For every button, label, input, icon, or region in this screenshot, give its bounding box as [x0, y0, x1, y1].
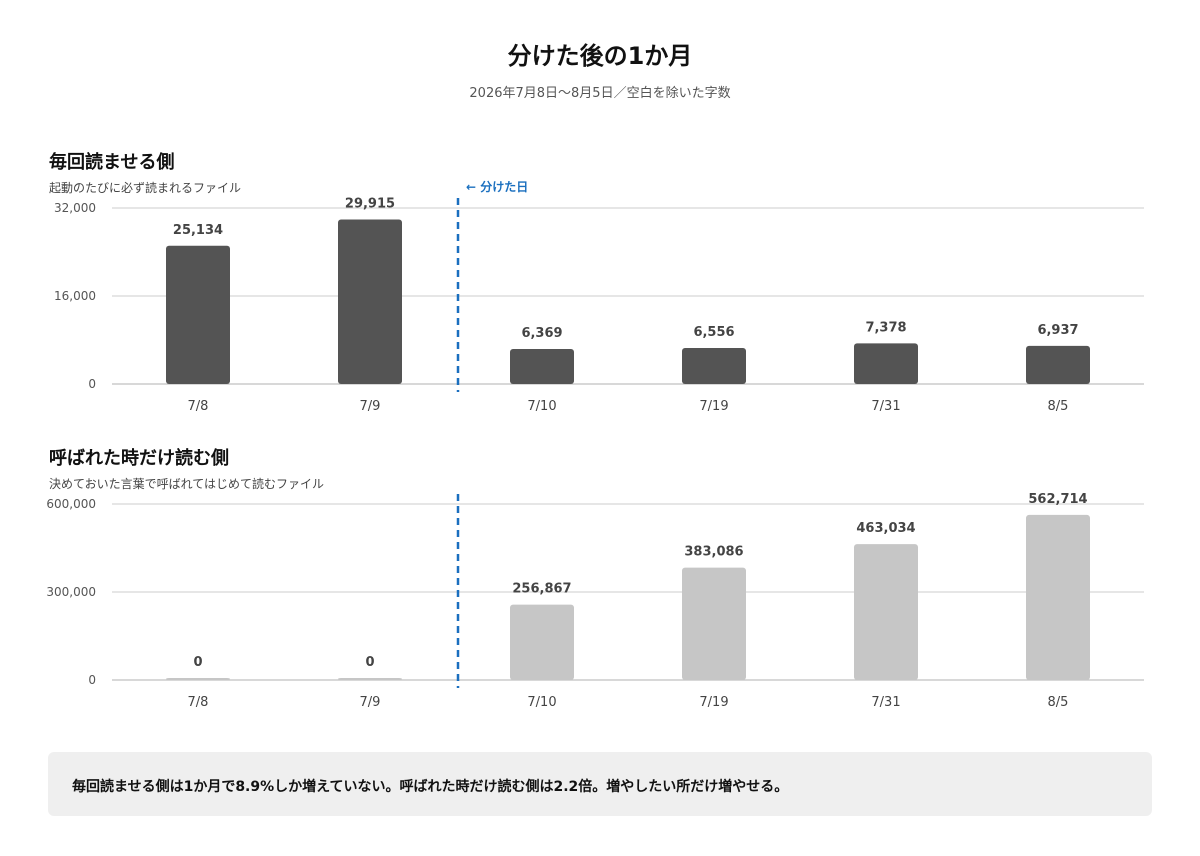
- on-demand-bar: [854, 544, 918, 680]
- always-value-label: 7,378: [865, 320, 906, 335]
- summary-text: 毎回読ませる側は1か月で8.9%しか増えていない。呼ばれた時だけ読む側は2.2倍…: [72, 779, 789, 795]
- always-y-tick-label: 16,000: [54, 289, 96, 303]
- on-demand-x-tick-label: 7/8: [188, 695, 209, 710]
- chart-always-title: 毎回読ませる側: [49, 152, 175, 173]
- split-marker-label: ← 分けた日: [466, 179, 528, 194]
- always-x-tick-label: 7/10: [527, 399, 556, 414]
- always-x-tick-label: 7/8: [188, 399, 209, 414]
- always-value-label: 29,915: [345, 196, 395, 211]
- always-bar: [510, 348, 574, 384]
- always-x-tick-label: 7/19: [699, 399, 728, 414]
- on-demand-x-tick-label: 7/10: [527, 695, 556, 710]
- bar-charts: 0 16,000 32,000 25,134 7/8 29,915 7/9 6,369 7/10…: [46, 179, 1144, 710]
- always-x-tick-label: 8/5: [1048, 399, 1069, 414]
- chart-on-demand-subtitle: 決めておいた言葉で呼ばれてはじめて読むファイル: [49, 477, 325, 491]
- on-demand-x-tick-label: 7/19: [699, 695, 728, 710]
- on-demand-x-tick-label: 7/31: [871, 695, 900, 710]
- on-demand-value-label: 463,034: [856, 521, 915, 536]
- always-value-label: 25,134: [173, 223, 223, 238]
- always-bar: [1026, 345, 1090, 384]
- always-y-tick-label: 0: [88, 377, 96, 391]
- on-demand-bar: [682, 567, 746, 680]
- always-value-label: 6,937: [1037, 323, 1078, 338]
- always-value-label: 6,369: [521, 326, 562, 341]
- always-x-tick-label: 7/31: [871, 399, 900, 414]
- always-y-tick-label: 32,000: [54, 201, 96, 215]
- always-bar: [682, 347, 746, 384]
- always-bar: [338, 219, 402, 384]
- on-demand-y-tick-label: 600,000: [46, 497, 96, 511]
- on-demand-bar: [338, 678, 402, 680]
- always-x-tick-label: 7/9: [360, 399, 381, 414]
- on-demand-value-label: 256,867: [512, 582, 571, 597]
- on-demand-value-label: 562,714: [1028, 492, 1087, 507]
- always-bar: [854, 343, 918, 384]
- on-demand-bar: [166, 678, 230, 680]
- on-demand-x-tick-label: 7/9: [360, 695, 381, 710]
- page-title: 分けた後の1か月: [507, 42, 693, 70]
- on-demand-bar: [510, 604, 574, 680]
- chart-on-demand-title: 呼ばれた時だけ読む側: [49, 448, 229, 469]
- on-demand-value-label: 383,086: [684, 545, 743, 560]
- on-demand-bar: [1026, 514, 1090, 680]
- on-demand-value-label: 0: [365, 655, 374, 670]
- on-demand-x-tick-label: 8/5: [1048, 695, 1069, 710]
- chart-always-subtitle: 起動のたびに必ず読まれるファイル: [49, 181, 242, 195]
- page-subtitle: 2026年7月8日〜8月5日／空白を除いた字数: [469, 86, 731, 101]
- always-value-label: 6,556: [693, 325, 734, 340]
- always-bar: [166, 245, 230, 384]
- summary-box: 毎回読ませる側は1か月で8.9%しか増えていない。呼ばれた時だけ読む側は2.2倍…: [48, 752, 1152, 816]
- on-demand-y-tick-label: 300,000: [46, 585, 96, 599]
- on-demand-value-label: 0: [193, 655, 202, 670]
- on-demand-y-tick-label: 0: [88, 673, 96, 687]
